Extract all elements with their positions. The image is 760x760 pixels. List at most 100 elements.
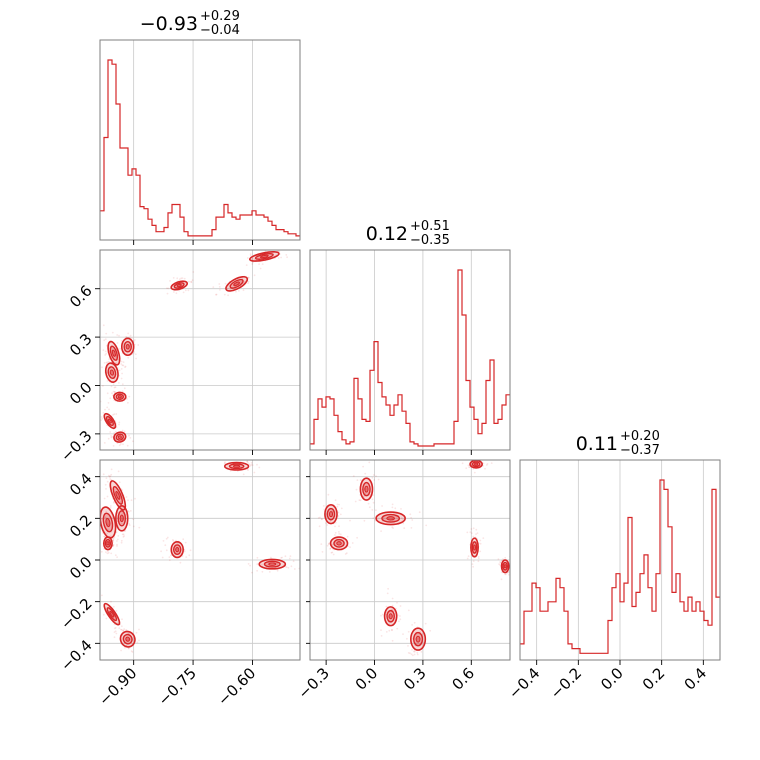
- sample-point: [391, 629, 393, 632]
- sample-point: [412, 650, 415, 653]
- sample-point: [120, 628, 122, 631]
- sample-point: [399, 605, 402, 607]
- sample-point: [138, 526, 141, 529]
- sample-point: [181, 277, 184, 279]
- contour-inner: [115, 491, 121, 500]
- sample-point: [394, 507, 397, 510]
- sample-point: [226, 287, 229, 290]
- sample-point: [126, 444, 129, 447]
- sample-point: [290, 565, 293, 568]
- contour-inner: [336, 541, 342, 546]
- contour-mid: [228, 463, 245, 470]
- sample-point: [223, 293, 226, 296]
- sample-point: [104, 408, 106, 411]
- sample-point: [104, 350, 107, 353]
- sample-point: [286, 256, 288, 259]
- contour-inner: [125, 344, 130, 350]
- sample-point: [479, 539, 482, 542]
- sample-point: [391, 526, 394, 529]
- contour-inner: [106, 541, 110, 546]
- sample-point: [320, 518, 323, 520]
- sample-point: [117, 619, 120, 622]
- sample-point: [508, 571, 510, 573]
- sample-point: [396, 601, 398, 604]
- sample-point: [250, 463, 253, 466]
- sample-point: [363, 519, 366, 522]
- contour-inner: [119, 514, 124, 523]
- sample-point: [484, 467, 486, 470]
- sample-point: [101, 366, 103, 369]
- sample-point: [114, 430, 117, 433]
- panel-background: [310, 250, 510, 450]
- sample-point: [368, 461, 371, 464]
- sample-point: [165, 549, 168, 552]
- sample-point: [215, 293, 217, 296]
- sample-point: [411, 624, 413, 626]
- sample-point: [166, 536, 169, 539]
- contour-mid: [471, 541, 478, 554]
- sample-point: [326, 544, 329, 547]
- sample-point: [179, 561, 182, 564]
- sample-point: [102, 324, 105, 327]
- panel-content: [97, 250, 288, 447]
- sample-point: [477, 555, 480, 558]
- sample-point: [385, 605, 388, 608]
- sample-point: [128, 524, 131, 526]
- sample-point: [247, 280, 250, 283]
- sample-point: [120, 360, 123, 363]
- contour-inner: [117, 395, 122, 399]
- sample-point: [97, 408, 99, 410]
- sample-point: [245, 264, 248, 266]
- sample-point: [416, 651, 419, 654]
- sample-point: [471, 563, 474, 565]
- sample-point: [107, 402, 110, 404]
- sample-point: [120, 340, 123, 342]
- sample-point: [475, 533, 477, 535]
- x-tick-label: 0.4: [681, 664, 711, 694]
- sample-point: [110, 435, 112, 437]
- sample-point: [417, 642, 420, 645]
- sample-point: [122, 443, 124, 446]
- sample-point: [345, 552, 348, 554]
- contour-outer: [359, 477, 374, 501]
- sample-point: [490, 462, 493, 464]
- sample-point: [242, 289, 245, 292]
- sample-point: [358, 499, 361, 501]
- sample-point: [112, 544, 115, 546]
- sample-point: [161, 556, 164, 559]
- sample-point: [113, 432, 116, 434]
- sample-point: [329, 520, 332, 523]
- sample-point: [125, 336, 128, 338]
- sample-point: [247, 462, 249, 464]
- contour-mid: [115, 433, 125, 441]
- contour-mid: [104, 538, 112, 548]
- sample-point: [468, 453, 470, 455]
- sample-point: [162, 540, 165, 542]
- sample-point: [112, 425, 115, 428]
- sample-point: [105, 551, 107, 553]
- sample-point: [336, 503, 339, 506]
- sample-point: [289, 555, 292, 557]
- sample-point: [253, 471, 256, 474]
- sample-point: [468, 466, 470, 468]
- contour-mid: [386, 609, 395, 623]
- sample-point: [265, 563, 267, 566]
- sample-point: [332, 553, 335, 556]
- title-median: 0.11: [576, 433, 618, 455]
- sample-point: [364, 492, 367, 495]
- sample-point: [138, 639, 140, 642]
- sample-point: [362, 465, 364, 468]
- sample-point: [472, 565, 474, 568]
- sample-point: [472, 560, 475, 562]
- y-tick-label: 0.0: [66, 378, 96, 408]
- panel-background: [100, 40, 300, 240]
- sample-point: [256, 569, 258, 572]
- sample-point: [116, 540, 118, 542]
- sample-point: [235, 283, 238, 285]
- sample-point: [398, 620, 400, 623]
- sample-point: [407, 645, 409, 647]
- sample-point: [319, 516, 321, 519]
- sample-point: [103, 497, 106, 500]
- sample-point: [106, 392, 109, 395]
- sample-point: [240, 280, 243, 283]
